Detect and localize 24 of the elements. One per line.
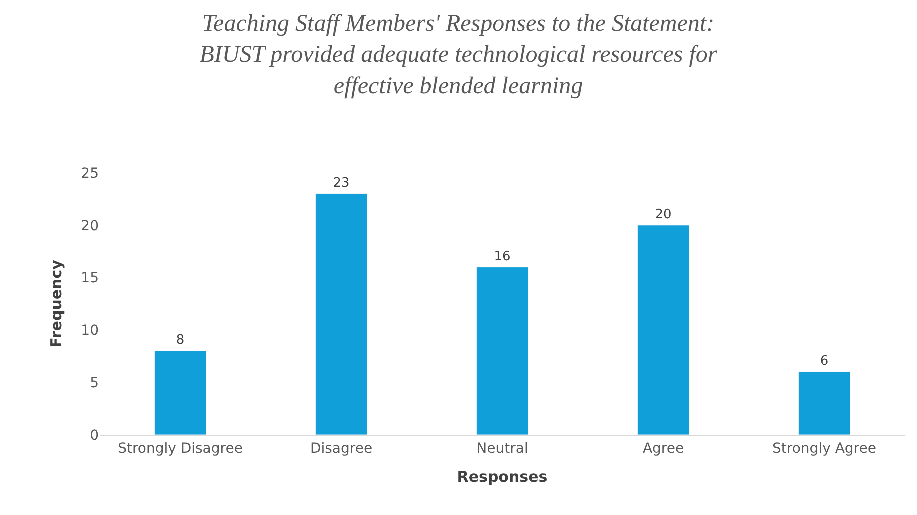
x-tick-label: Strongly Agree [772, 440, 876, 457]
data-label: 6 [820, 354, 829, 370]
y-tick-label: 15 [81, 270, 99, 287]
x-tick-label: Neutral [476, 440, 528, 457]
bar [315, 194, 368, 435]
bar [476, 267, 529, 435]
data-label: 23 [333, 176, 350, 191]
y-tick-label: 10 [81, 323, 99, 340]
x-tick-label: Agree [642, 440, 684, 457]
bar [154, 350, 207, 435]
data-label: 16 [494, 249, 511, 264]
y-tick-label: 5 [90, 376, 99, 392]
y-tick-label: 20 [81, 218, 99, 234]
y-tick-label: 0 [90, 428, 99, 444]
bar [798, 372, 851, 435]
chart-title: Teaching Staff Members' Responses to the Statement: BIUST provided adequate technological resources for effective blended learning [200, 10, 718, 100]
bar [637, 225, 690, 435]
data-label: 8 [176, 333, 185, 348]
y-axis-title: Frequency [47, 260, 66, 348]
x-axis-title: Responses [457, 468, 548, 486]
x-tick-label: Strongly Disagree [118, 440, 243, 457]
data-label: 20 [655, 207, 672, 222]
y-tick-label: 25 [81, 166, 99, 182]
x-tick-label: Disagree [310, 440, 373, 457]
